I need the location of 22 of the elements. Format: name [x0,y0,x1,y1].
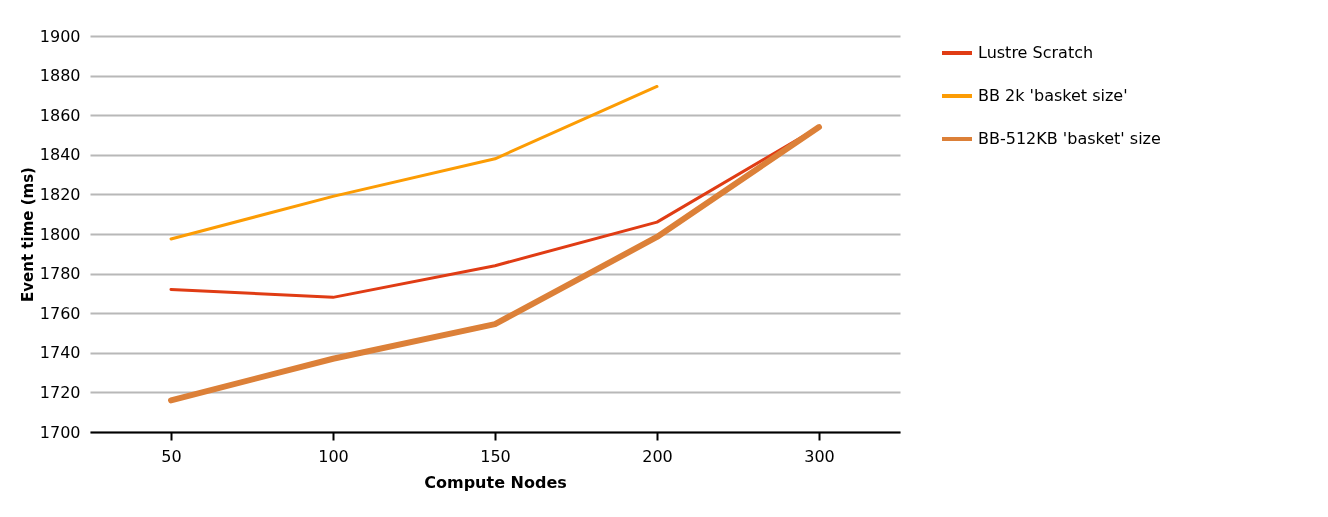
y-tick-label: 1740 [39,343,81,363]
x-tick-label: 50 [161,446,182,466]
y-tick-label: 1860 [39,105,81,125]
y-tick-label: 1820 [39,184,81,204]
line-series [169,84,659,241]
y-tick-label: 1780 [39,264,81,284]
x-tick-label: 300 [804,446,835,466]
x-tick-label: 100 [318,446,349,466]
y-tick-label: 1880 [39,66,81,86]
legend-label: BB-512KB 'basket' size [978,129,1161,148]
y-tick-label: 1840 [39,145,81,165]
y-tick-label: 1720 [39,382,81,402]
y-tick-label: 1760 [39,303,81,323]
x-tick-label: 150 [480,446,511,466]
y-axis-title: Event time (ms) [18,167,37,302]
legend-label: Lustre Scratch [978,43,1094,62]
x-axis-title: Compute Nodes [424,472,567,492]
x-tick-label: 200 [642,446,673,466]
y-tick-label: 1900 [39,26,81,46]
legend-label: BB 2k 'basket size' [978,86,1128,105]
y-tick-label: 1800 [39,224,81,244]
y-tick-label: 1700 [39,422,81,442]
